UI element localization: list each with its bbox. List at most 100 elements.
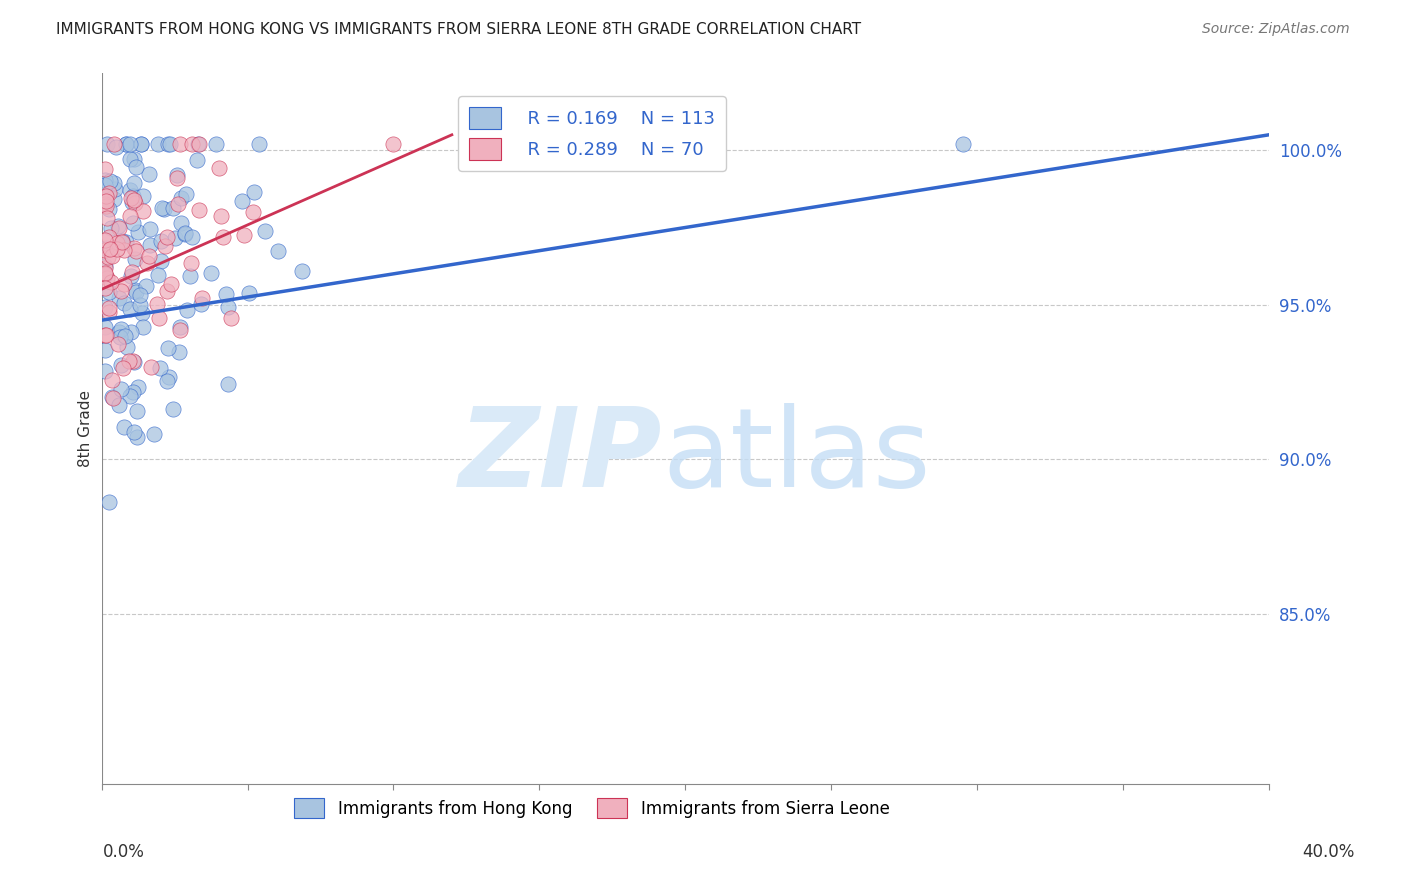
Point (122, 152, 145, 166)
Point (104, 182, 127, 196)
Point (93, 233, 115, 247)
Point (149, 234, 172, 248)
Text: 0.0%: 0.0% (103, 843, 145, 861)
Point (118, 354, 141, 368)
Point (103, 176, 125, 190)
Point (170, 216, 193, 230)
Point (146, 136, 169, 151)
Point (143, 426, 166, 441)
Point (217, 377, 239, 392)
Point (98, 495, 121, 509)
Point (97, 305, 120, 319)
Point (174, 227, 197, 242)
Point (120, 325, 142, 339)
Point (180, 256, 202, 270)
Point (190, 297, 212, 311)
Point (180, 136, 202, 151)
Point (153, 202, 176, 217)
Point (112, 243, 135, 257)
Point (93, 300, 115, 314)
Point (120, 389, 142, 403)
Point (124, 177, 146, 191)
Point (93, 266, 115, 280)
Point (139, 360, 162, 375)
Point (93, 281, 115, 295)
Point (103, 193, 125, 207)
Point (156, 136, 179, 151)
Point (207, 161, 229, 175)
Point (93, 327, 115, 342)
Point (107, 398, 129, 412)
Point (108, 291, 131, 305)
Point (107, 219, 129, 233)
Point (169, 136, 191, 151)
Point (101, 373, 124, 387)
Point (170, 191, 193, 205)
Point (162, 201, 184, 215)
Point (209, 209, 232, 223)
Point (157, 341, 180, 355)
Point (254, 224, 277, 238)
Point (103, 136, 125, 151)
Point (129, 136, 152, 151)
Point (159, 136, 181, 151)
Point (114, 329, 136, 343)
Point (129, 288, 152, 302)
Point (138, 167, 160, 181)
Legend: Immigrants from Hong Kong, Immigrants from Sierra Leone: Immigrants from Hong Kong, Immigrants fr… (288, 791, 896, 825)
Point (131, 306, 153, 320)
Point (124, 244, 146, 258)
Point (115, 340, 138, 354)
Point (112, 361, 135, 376)
Point (94, 319, 117, 334)
Point (122, 241, 145, 255)
Point (179, 268, 201, 283)
Point (93, 260, 115, 275)
Point (215, 287, 238, 301)
Point (94, 260, 117, 274)
Point (96, 270, 118, 285)
Point (139, 238, 162, 252)
Point (238, 285, 260, 300)
Point (243, 185, 266, 199)
Point (96, 136, 118, 151)
Point (166, 168, 188, 182)
Point (122, 193, 145, 207)
Point (221, 310, 243, 325)
Text: 40.0%: 40.0% (1302, 843, 1355, 861)
Point (125, 404, 148, 418)
Point (118, 301, 141, 316)
Point (94, 328, 117, 343)
Point (169, 322, 191, 336)
Point (131, 189, 153, 203)
Point (97, 250, 120, 264)
Point (98, 186, 121, 200)
Point (174, 186, 197, 201)
Text: IMMIGRANTS FROM HONG KONG VS IMMIGRANTS FROM SIERRA LEONE 8TH GRADE CORRELATION : IMMIGRANTS FROM HONG KONG VS IMMIGRANTS … (56, 22, 862, 37)
Point (104, 140, 127, 154)
Point (118, 183, 141, 197)
Y-axis label: 8th Grade: 8th Grade (79, 390, 93, 467)
Point (129, 298, 152, 312)
Point (149, 361, 172, 376)
Point (110, 285, 132, 299)
Point (124, 196, 146, 211)
Point (148, 311, 170, 326)
Point (217, 300, 239, 314)
Point (124, 283, 146, 297)
Point (96, 211, 118, 226)
Point (138, 249, 160, 263)
Point (146, 296, 169, 310)
Point (93, 268, 115, 282)
Point (212, 230, 235, 244)
Point (186, 153, 208, 168)
Point (93, 244, 115, 258)
Point (118, 152, 141, 166)
Point (110, 330, 132, 344)
Point (163, 231, 186, 245)
Point (98, 242, 121, 256)
Point (114, 235, 136, 249)
Point (155, 374, 177, 388)
Point (135, 279, 157, 293)
Point (115, 136, 138, 151)
